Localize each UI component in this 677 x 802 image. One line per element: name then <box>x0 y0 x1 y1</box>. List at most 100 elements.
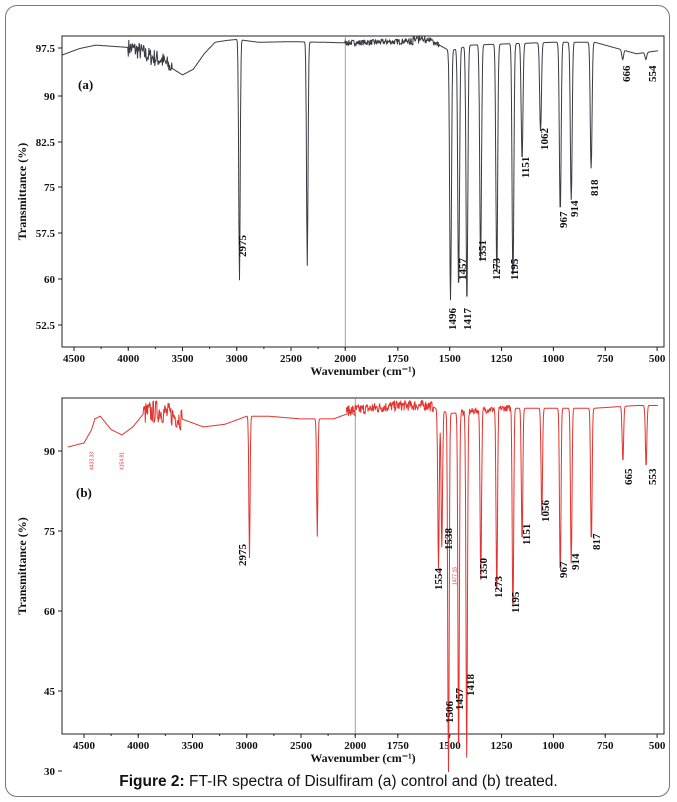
peak-label-818: 818 <box>589 179 601 196</box>
plot-area <box>61 35 665 348</box>
peak-label-1273: 1273 <box>493 576 505 599</box>
peak-label-text: 967 <box>558 561 570 578</box>
peak-label-1351: 1351 <box>477 240 489 262</box>
small-peak-label: 1477.15 <box>452 567 458 585</box>
x-tick-label: 1500 <box>439 353 462 365</box>
x-tick-label: 3500 <box>172 353 195 365</box>
peak-label-1457: 1457 <box>457 258 469 281</box>
peak-label-text: 1273 <box>493 576 505 599</box>
peak-label-text: 1506 <box>444 701 456 724</box>
x-tick-label: 3000 <box>236 740 259 752</box>
x-tick-label: 3500 <box>182 740 205 752</box>
peak-label-553: 553 <box>647 468 659 485</box>
peak-label-text: 1151 <box>520 157 532 178</box>
y-tick-label: 57.5 <box>36 228 56 240</box>
y-tick-label: 60 <box>44 606 56 618</box>
peak-label-text: 1151 <box>521 524 533 545</box>
peak-label-text: 666 <box>621 65 633 82</box>
y-tick-label: 60 <box>44 274 56 286</box>
peak-label-1418: 1418 <box>465 674 477 697</box>
x-tick-label: 1250 <box>491 353 514 365</box>
y-axis-title: Transmittance (%) <box>15 517 29 614</box>
spectrum-line <box>61 34 658 301</box>
y-tick-label: 90 <box>44 91 56 103</box>
x-tick-label: 3000 <box>226 353 249 365</box>
peak-label-text: 553 <box>647 468 659 485</box>
peak-label-text: 1457 <box>454 688 466 711</box>
x-tick-label: 4500 <box>73 740 96 752</box>
y-tick-label: 90 <box>44 446 56 458</box>
peak-label-text: 554 <box>647 65 659 82</box>
plot-area <box>61 397 665 735</box>
x-tick-label: 1000 <box>542 740 565 752</box>
peak-label-2975: 2975 <box>237 235 249 258</box>
panel-b: 4500 4000 3500 3000 2500 2000 1750 1500 1250 1000… <box>15 397 666 778</box>
peak-label-666: 666 <box>621 65 633 82</box>
x-axis-title: Wavenumber (cm⁻¹) <box>310 751 415 765</box>
peak-label-817: 817 <box>591 533 603 550</box>
peak-label-1151: 1151 <box>521 524 533 545</box>
peak-label-text: 1418 <box>465 674 477 697</box>
x-tick-label: 4500 <box>63 353 86 365</box>
y-tick-label: 97.5 <box>36 43 56 55</box>
x-tick-label: 4000 <box>117 353 140 365</box>
peak-label-text: 1417 <box>462 308 474 331</box>
spectrum-line <box>67 399 658 773</box>
x-tick-label: 750 <box>597 740 614 752</box>
peak-label-text: 1195 <box>510 591 522 613</box>
peak-label-554: 554 <box>647 65 659 82</box>
peak-label-1538: 1538 <box>443 528 455 551</box>
peak-label-1496: 1496 <box>447 308 459 331</box>
x-tick-label: 500 <box>649 740 666 752</box>
y-tick-label: 75 <box>44 182 56 194</box>
peak-label-text: 1062 <box>539 128 551 151</box>
y-tick-label: 75 <box>44 526 56 538</box>
peak-label-text: 1554 <box>433 568 445 591</box>
panel-a: 4500 4000 3500 3000 2500 2000 1750 1500 1250 1000… <box>15 34 666 378</box>
peak-label-text: 818 <box>589 179 601 196</box>
x-tick-label: 2500 <box>280 353 303 365</box>
peak-label-1350: 1350 <box>478 558 490 581</box>
peak-label-1056: 1056 <box>540 500 552 523</box>
y-axis-title: Transmittance (%) <box>15 143 29 240</box>
peak-label-1195: 1195 <box>509 258 521 280</box>
peak-label-665: 665 <box>623 468 635 485</box>
y-tick-label: 45 <box>44 686 56 698</box>
x-tick-label: 750 <box>597 353 614 365</box>
y-tick-label: 52.5 <box>36 320 56 332</box>
peak-label-1457: 1457 <box>454 688 466 711</box>
x-tick-label: 4000 <box>127 740 150 752</box>
x-tick-label: 1250 <box>491 740 514 752</box>
peak-label-1506: 1506 <box>444 701 456 724</box>
figure-frame <box>5 5 670 797</box>
peak-label-text: 2975 <box>237 544 249 567</box>
peak-label-2975: 2975 <box>237 544 249 567</box>
panel-label: (a) <box>78 77 93 92</box>
peak-label-text: 1496 <box>447 308 459 331</box>
peak-label-1151: 1151 <box>520 157 532 178</box>
peak-label-text: 1056 <box>540 500 552 523</box>
figure-caption: Figure 2: FT-IR spectra of Disulfiram (a… <box>0 773 677 791</box>
peak-label-text: 1195 <box>509 258 521 280</box>
peak-label-text: 1351 <box>477 240 489 262</box>
x-tick-label: 2000 <box>344 740 367 752</box>
peak-label-1273: 1273 <box>491 258 503 281</box>
peak-label-text: 2975 <box>237 235 249 258</box>
peak-label-text: 817 <box>591 533 603 550</box>
caption-label: Figure 2: <box>119 773 185 790</box>
peak-label-text: 1273 <box>491 258 503 281</box>
peak-label-text: 665 <box>623 468 635 485</box>
x-tick-label: 2000 <box>334 353 357 365</box>
peak-label-967: 967 <box>558 211 570 228</box>
x-tick-label: 500 <box>649 353 666 365</box>
x-tick-label: 1500 <box>439 740 462 752</box>
x-tick-label: 1000 <box>542 353 565 365</box>
x-axis-title: Wavenumber (cm⁻¹) <box>310 364 415 378</box>
peak-label-967: 967 <box>558 561 570 578</box>
peak-label-text: 967 <box>558 211 570 228</box>
caption-text: FT-IR spectra of Disulfiram (a) control … <box>189 773 558 790</box>
peak-label-914: 914 <box>569 200 581 217</box>
y-tick-label: 30 <box>44 766 56 778</box>
peak-label-text: 914 <box>570 553 582 570</box>
